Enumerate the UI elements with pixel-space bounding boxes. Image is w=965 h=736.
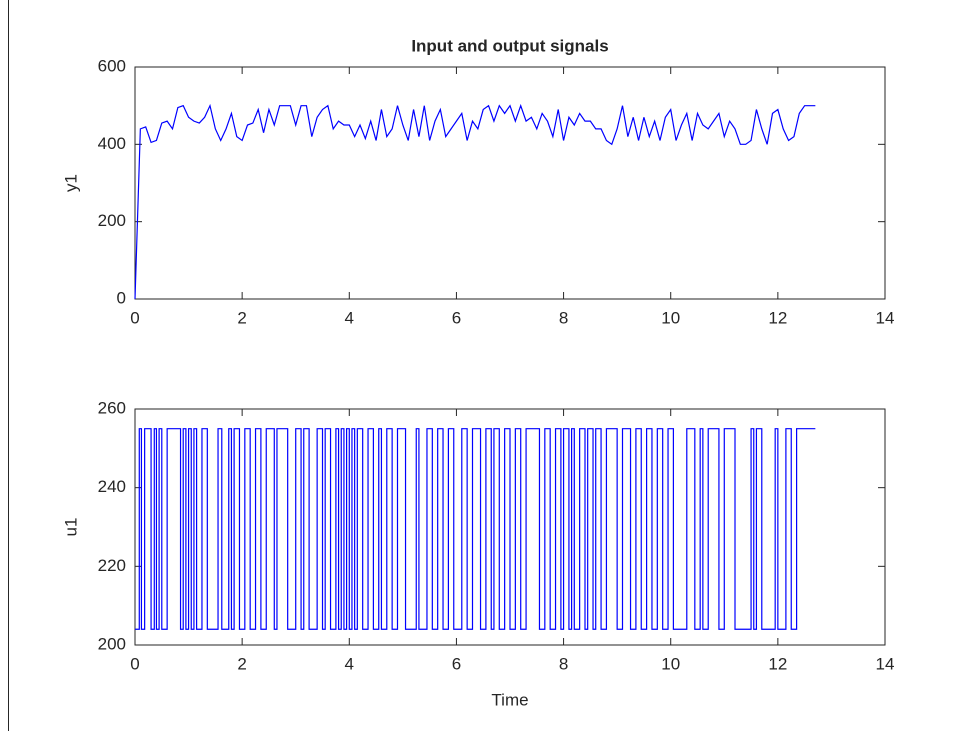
x-tick-label: 2 xyxy=(237,308,246,327)
x-tick-label: 8 xyxy=(559,654,568,673)
y-axis-label: y1 xyxy=(61,174,80,192)
x-tick-label: 14 xyxy=(876,654,895,673)
y-tick-label: 220 xyxy=(98,556,126,575)
x-tick-label: 10 xyxy=(661,654,680,673)
x-axis-label: Time xyxy=(491,690,528,709)
y-tick-label: 200 xyxy=(98,634,126,653)
series-line xyxy=(135,428,816,630)
x-tick-label: 0 xyxy=(130,654,139,673)
y-tick-label: 600 xyxy=(98,56,126,75)
x-tick-label: 0 xyxy=(130,308,139,327)
y-tick-label: 240 xyxy=(98,477,126,496)
x-tick-label: 2 xyxy=(237,654,246,673)
x-tick-label: 4 xyxy=(345,308,354,327)
y-tick-label: 400 xyxy=(98,134,126,153)
axes-box xyxy=(134,66,886,300)
x-tick-label: 14 xyxy=(876,308,895,327)
series-line xyxy=(134,103,816,300)
x-tick-label: 4 xyxy=(345,654,354,673)
y-axis-label: u1 xyxy=(61,518,80,537)
x-tick-label: 6 xyxy=(452,308,461,327)
y-tick-label: 260 xyxy=(98,398,126,417)
x-tick-label: 8 xyxy=(559,308,568,327)
y-tick-label: 200 xyxy=(98,211,126,230)
axes-box xyxy=(134,408,886,646)
x-tick-label: 12 xyxy=(768,308,787,327)
x-tick-label: 12 xyxy=(768,654,787,673)
chart-title: Input and output signals xyxy=(411,36,608,55)
x-tick-label: 6 xyxy=(452,654,461,673)
x-tick-label: 10 xyxy=(661,308,680,327)
y-tick-label: 0 xyxy=(117,288,126,307)
